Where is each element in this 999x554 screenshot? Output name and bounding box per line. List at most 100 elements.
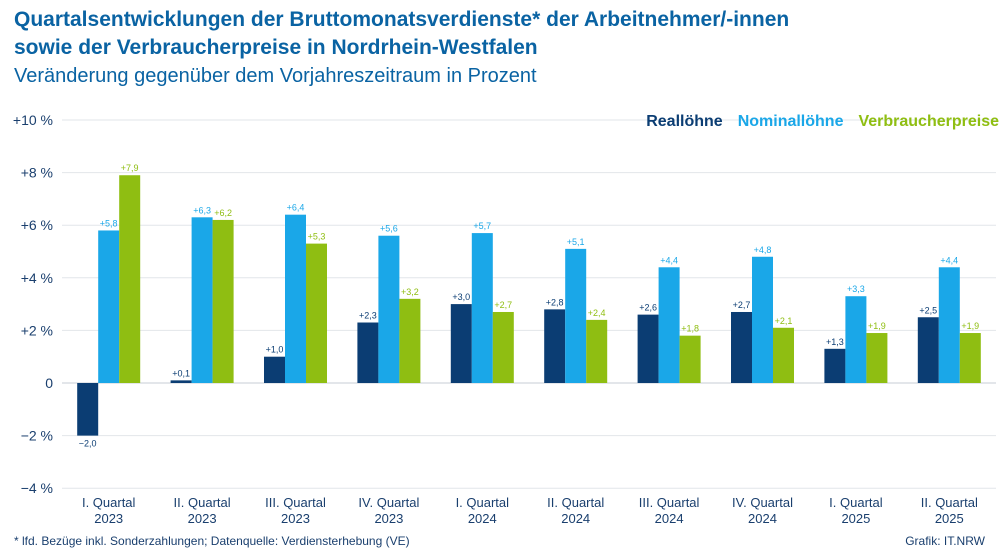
bar <box>285 214 306 383</box>
x-tick-label: 2024 <box>655 511 684 526</box>
bar <box>824 348 846 383</box>
x-tick-label: I. Quartal <box>82 495 136 510</box>
bar <box>119 175 141 383</box>
bar <box>565 248 587 383</box>
data-label: +2,8 <box>546 297 564 307</box>
x-tick-label: II. Quartal <box>174 495 231 510</box>
x-tick-label: 2025 <box>841 511 870 526</box>
data-label: +2,3 <box>359 311 377 321</box>
x-tick-label: 2024 <box>561 511 590 526</box>
bar <box>357 322 379 383</box>
x-tick-label: 2024 <box>468 511 497 526</box>
bar <box>378 235 400 383</box>
y-tick-label: −2 % <box>21 428 53 444</box>
chart-title-line-1: Quartalsentwicklungen der Bruttomonatsve… <box>14 8 790 31</box>
graphic-credit: Grafik: IT.NRW <box>905 534 985 548</box>
x-tick-label: I. Quartal <box>829 495 883 510</box>
data-label: +6,4 <box>287 203 305 213</box>
data-label: +3,3 <box>847 284 865 294</box>
data-label: +2,7 <box>494 300 512 310</box>
legend: Reallöhne Nominallöhne Verbraucherpreise <box>631 113 999 131</box>
data-label: +1,3 <box>826 337 844 347</box>
data-label: +5,6 <box>380 224 398 234</box>
data-label: +1,8 <box>681 324 699 334</box>
x-tick-label: II. Quartal <box>921 495 978 510</box>
legend-item-nominalloehne: Nominallöhne <box>737 113 844 130</box>
bar <box>637 314 659 383</box>
bar <box>170 380 192 383</box>
bar <box>450 304 472 383</box>
bar <box>306 243 327 383</box>
bar <box>917 317 939 383</box>
bar <box>845 296 867 383</box>
bar <box>77 383 99 436</box>
legend-item-verbraucherpreise: Verbraucherpreise <box>858 113 999 130</box>
data-label: +6,3 <box>193 205 211 215</box>
bar <box>938 267 960 383</box>
data-label: +4,8 <box>754 245 772 255</box>
data-label: +1,0 <box>266 345 284 355</box>
bars: −2,0 +5,8 +7,9 +0,1 +6,3 +6,2 +1,0 +6,4 +5,3 +2,3… <box>77 163 981 449</box>
data-label: +2,5 <box>919 305 937 315</box>
x-tick-label: 2024 <box>748 511 777 526</box>
x-tick-label: IV. Quartal <box>358 495 419 510</box>
data-label: +2,1 <box>775 316 793 326</box>
data-label: +1,9 <box>961 321 979 331</box>
y-tick-label: 0 <box>45 375 53 391</box>
y-tick-label: +10 % <box>13 112 53 128</box>
data-label: +5,8 <box>100 218 118 228</box>
bar <box>658 267 680 383</box>
bar <box>264 356 285 383</box>
bar <box>679 335 701 383</box>
bar <box>544 309 566 383</box>
chart-title-line-2: sowie der Verbraucherpreise in Nordrhein… <box>14 36 538 59</box>
y-tick-label: +6 % <box>21 217 53 233</box>
x-tick-label: 2025 <box>935 511 964 526</box>
x-tick-label: III. Quartal <box>639 495 700 510</box>
footnote: * lfd. Bezüge inkl. Sonderzahlungen; Dat… <box>14 534 410 548</box>
axis-labels: +10 % +8 % +6 % +4 % +2 % 0 −2 % −4 % I. Quartal… <box>13 112 978 526</box>
y-tick-label: −4 % <box>21 480 53 496</box>
data-label: +3,0 <box>452 292 470 302</box>
x-tick-label: III. Quartal <box>265 495 326 510</box>
bar <box>773 327 794 383</box>
x-tick-label: 2023 <box>281 511 310 526</box>
data-label: +5,3 <box>308 232 326 242</box>
bar <box>586 319 608 383</box>
x-tick-label: 2023 <box>94 511 123 526</box>
bar <box>399 298 421 383</box>
data-label: +2,6 <box>639 303 657 313</box>
data-label: +6,2 <box>214 208 232 218</box>
data-label: +5,1 <box>567 237 585 247</box>
data-label: +1,9 <box>868 321 886 331</box>
bar <box>212 219 234 383</box>
data-label: +4,4 <box>940 255 958 265</box>
legend-item-realloehne: Reallöhne <box>646 113 723 130</box>
bar <box>98 230 120 383</box>
bar <box>959 333 981 383</box>
data-label: +3,2 <box>401 287 419 297</box>
chart-subtitle: Veränderung gegenüber dem Vorjahreszeitr… <box>14 65 537 87</box>
x-tick-label: IV. Quartal <box>732 495 793 510</box>
data-label: +2,4 <box>588 308 606 318</box>
x-tick-label: 2023 <box>188 511 217 526</box>
chart-title: Quartalsentwicklungen der Bruttomonatsve… <box>14 6 789 62</box>
x-tick-label: II. Quartal <box>547 495 604 510</box>
data-label: +2,7 <box>733 300 751 310</box>
data-label: +7,9 <box>121 163 139 173</box>
x-tick-label: 2023 <box>374 511 403 526</box>
bar <box>866 333 888 383</box>
y-tick-label: +4 % <box>21 270 53 286</box>
data-label: +0,1 <box>172 368 190 378</box>
data-label: −2,0 <box>79 439 97 449</box>
data-label: +4,4 <box>660 255 678 265</box>
bar <box>752 256 773 383</box>
bar <box>731 311 752 383</box>
bar <box>492 311 514 383</box>
y-tick-label: +2 % <box>21 322 53 338</box>
y-tick-label: +8 % <box>21 165 53 181</box>
bar <box>191 217 213 383</box>
x-tick-label: I. Quartal <box>456 495 510 510</box>
data-label: +5,7 <box>473 221 491 231</box>
